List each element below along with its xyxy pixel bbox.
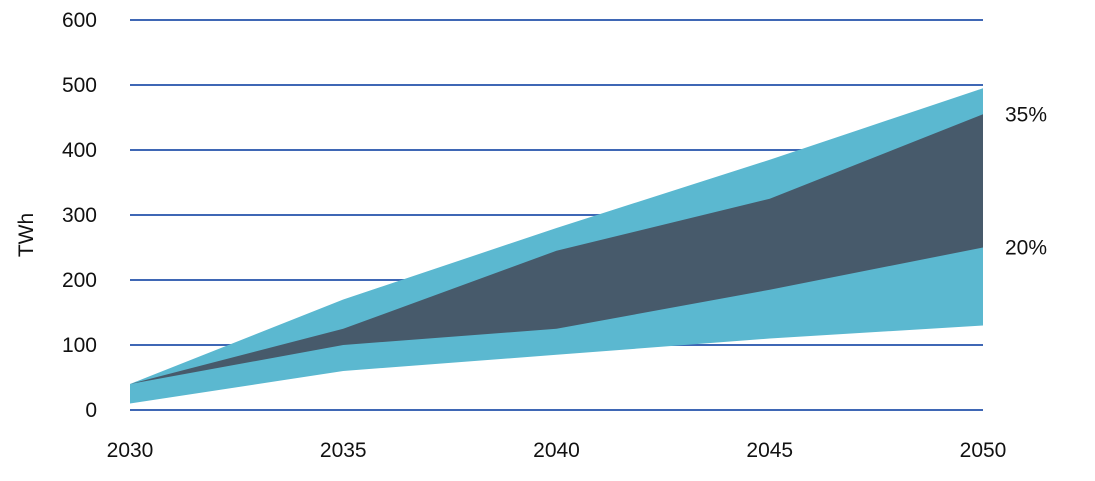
x-tick-label: 2045 — [746, 439, 793, 462]
band-annotation: 20% — [1005, 237, 1047, 260]
annotations: 35% 20% — [1005, 103, 1047, 259]
y-tick-label: 600 — [62, 9, 97, 32]
y-tick-label: 500 — [62, 74, 97, 97]
y-tick-label: 200 — [62, 269, 97, 292]
y-axis-ticks: 0 100 200 300 400 500 600 — [62, 9, 97, 422]
y-tick-label: 0 — [85, 399, 97, 422]
y-axis-label: TWh — [15, 213, 38, 257]
band-annotation: 35% — [1005, 103, 1047, 126]
y-tick-label: 400 — [62, 139, 97, 162]
range-bands — [130, 88, 983, 404]
y-tick-label: 300 — [62, 204, 97, 227]
x-tick-label: 2050 — [960, 439, 1007, 462]
x-axis-ticks: 2030 2035 2040 2045 2050 — [107, 439, 1007, 462]
x-tick-label: 2035 — [320, 439, 367, 462]
x-tick-label: 2040 — [533, 439, 580, 462]
x-tick-label: 2030 — [107, 439, 154, 462]
inner-range-band — [130, 114, 983, 384]
y-tick-label: 100 — [62, 334, 97, 357]
outer-range-band — [130, 88, 983, 404]
